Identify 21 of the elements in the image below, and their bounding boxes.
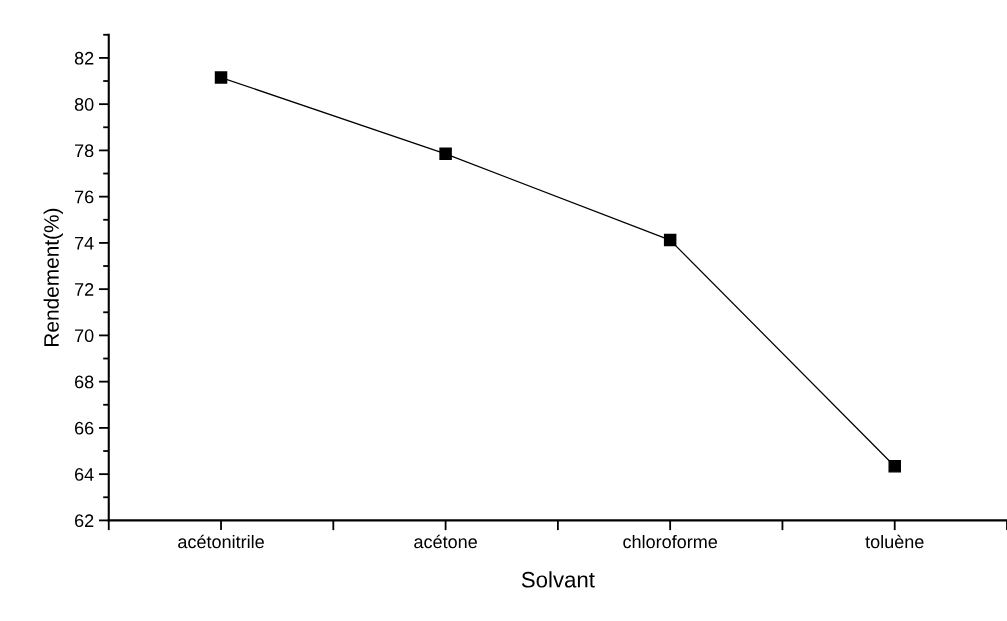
x-tick-label: toluène xyxy=(865,534,924,549)
x-tick-label: acétone xyxy=(414,534,477,549)
x-tick-label: chloroforme xyxy=(623,534,718,549)
point xyxy=(214,71,228,84)
x-axis-title: Solvant xyxy=(521,571,595,588)
y-tick-label: 66 xyxy=(75,421,94,435)
point xyxy=(888,460,901,473)
y-tick-label: 72 xyxy=(75,283,94,296)
y-tick-label: 82 xyxy=(74,51,94,65)
point xyxy=(663,233,677,247)
y-tick-label: 64 xyxy=(75,468,94,481)
x-tick-label: acétonitrile xyxy=(178,534,264,549)
y-tick-label: 78 xyxy=(75,144,94,158)
point xyxy=(439,147,452,161)
y-tick-label: 70 xyxy=(75,329,94,343)
y-tick-label: 74 xyxy=(75,237,94,250)
y-axis-title: Rendement(%) xyxy=(43,208,63,346)
y-tick-label: 76 xyxy=(75,190,94,204)
y-tick-label: 80 xyxy=(74,98,94,111)
y-tick-label: 62 xyxy=(75,514,94,528)
y-tick-label: 68 xyxy=(75,375,94,389)
